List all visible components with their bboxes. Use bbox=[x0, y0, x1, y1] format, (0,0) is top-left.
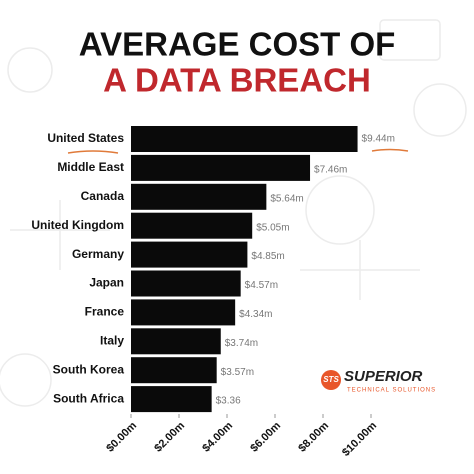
bar bbox=[131, 386, 212, 413]
value-label: $9.44m bbox=[362, 134, 395, 145]
x-tick-label: $8.00m bbox=[296, 420, 331, 455]
bar bbox=[131, 212, 253, 239]
bar bbox=[131, 357, 217, 384]
logo: STS SUPERIOR TECHNICAL SOLUTIONS bbox=[321, 368, 436, 394]
category-label: South Africa bbox=[53, 391, 124, 405]
bar bbox=[131, 241, 248, 268]
value-label: $3.74m bbox=[225, 338, 258, 349]
background-icons bbox=[0, 19, 467, 407]
bar bbox=[131, 183, 267, 210]
category-label: United Kingdom bbox=[31, 218, 124, 232]
category-label: Middle East bbox=[57, 160, 124, 174]
category-label: Germany bbox=[72, 247, 124, 261]
value-label: $7.46m bbox=[314, 165, 347, 176]
x-tick-label: $2.00m bbox=[152, 420, 187, 455]
category-label: Japan bbox=[89, 276, 124, 290]
category-label: South Korea bbox=[53, 362, 125, 376]
title-line: A DATA BREACH bbox=[103, 62, 371, 99]
underline-decoration bbox=[371, 148, 409, 152]
x-tick-label: $10.00m bbox=[340, 420, 379, 459]
title-line: AVERAGE COST OF bbox=[79, 26, 396, 63]
category-label: Canada bbox=[81, 189, 125, 203]
bar bbox=[131, 299, 236, 326]
value-label: $3.57m bbox=[221, 367, 254, 378]
category-label: Italy bbox=[100, 333, 124, 347]
value-label: $3.36 bbox=[216, 396, 241, 407]
value-label: $5.64m bbox=[270, 193, 303, 204]
value-label: $4.34m bbox=[239, 309, 272, 320]
x-tick-label: $0.00m bbox=[104, 420, 139, 455]
value-label: $4.85m bbox=[251, 251, 284, 262]
bar bbox=[131, 126, 358, 152]
logo-badge bbox=[321, 370, 341, 390]
category-label: France bbox=[85, 305, 125, 319]
x-tick-label: $6.00m bbox=[248, 420, 283, 455]
underline-decoration bbox=[67, 150, 119, 154]
category-label: United States bbox=[47, 131, 124, 145]
bar bbox=[131, 328, 221, 355]
logo-mark: STS bbox=[323, 375, 339, 384]
bar bbox=[131, 270, 241, 297]
bar bbox=[131, 154, 311, 181]
x-tick-label: $4.00m bbox=[200, 420, 235, 455]
value-label: $5.05m bbox=[256, 222, 289, 233]
logo-name: SUPERIOR bbox=[344, 368, 423, 385]
value-label: $4.57m bbox=[245, 280, 278, 291]
logo-tagline: TECHNICAL SOLUTIONS bbox=[347, 388, 436, 394]
